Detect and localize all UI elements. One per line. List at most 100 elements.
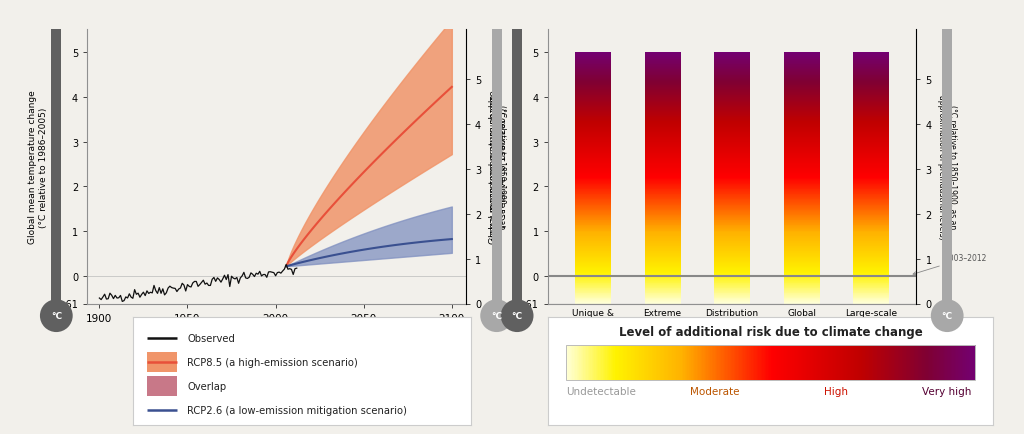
Bar [783, 72, 820, 73]
Bar [574, 187, 611, 188]
Bar [943, 345, 944, 380]
Bar [644, 92, 681, 93]
Bar [783, 184, 820, 185]
Bar [644, 118, 681, 119]
Bar [644, 265, 681, 266]
Bar [714, 255, 751, 256]
Bar [847, 345, 849, 380]
Bar [623, 345, 625, 380]
Bar [783, 235, 820, 236]
Bar [644, 191, 681, 192]
Bar [853, 74, 890, 75]
Bar [853, 299, 890, 300]
Bar [644, 287, 681, 288]
Bar [853, 96, 890, 97]
Bar [843, 345, 845, 380]
Bar [644, 70, 681, 71]
Y-axis label: Global mean temperature change
(°C relative to 1986–2005): Global mean temperature change (°C relat… [29, 90, 47, 244]
Bar [783, 295, 820, 296]
Bar [714, 256, 751, 257]
Bar [714, 145, 751, 146]
Bar [853, 126, 890, 127]
Text: Level of additional risk due to climate change: Level of additional risk due to climate … [618, 326, 923, 339]
Bar [574, 117, 611, 118]
Bar [574, 181, 611, 182]
Bar [574, 165, 611, 166]
Bar [146, 352, 177, 372]
Bar [714, 188, 751, 189]
Bar [853, 215, 890, 216]
Bar [714, 130, 751, 131]
Bar [853, 289, 890, 290]
Bar [714, 165, 751, 166]
Bar [644, 98, 681, 99]
Bar [644, 104, 681, 105]
Bar [783, 255, 820, 256]
Bar [690, 345, 692, 380]
Bar [853, 229, 890, 230]
Bar [644, 217, 681, 218]
Bar [714, 242, 751, 243]
Bar [783, 117, 820, 118]
Bar [714, 72, 751, 73]
Bar [574, 191, 611, 192]
Bar [644, 225, 681, 226]
Bar [783, 302, 820, 303]
Bar [853, 170, 890, 171]
Bar [574, 159, 611, 160]
Bar [902, 345, 903, 380]
Bar [644, 249, 681, 250]
Bar [644, 243, 681, 244]
Bar [714, 141, 751, 142]
Bar [783, 277, 820, 278]
Bar [853, 82, 890, 83]
Bar [833, 345, 834, 380]
Bar [828, 345, 829, 380]
Bar [853, 162, 890, 163]
Bar [644, 130, 681, 131]
Bar [714, 154, 751, 155]
Bar [574, 100, 611, 101]
Bar [820, 345, 821, 380]
Bar [750, 345, 752, 380]
Bar [853, 187, 890, 188]
Bar [783, 232, 820, 233]
Bar [644, 203, 681, 204]
Bar [644, 272, 681, 273]
Bar [871, 345, 873, 380]
Bar [853, 295, 890, 296]
Bar [714, 286, 751, 287]
Bar [644, 54, 681, 55]
Bar [644, 248, 681, 249]
Bar [783, 64, 820, 65]
Bar [644, 192, 681, 193]
Bar [783, 96, 820, 97]
Bar [783, 141, 820, 142]
Bar [853, 231, 890, 232]
Bar [737, 345, 739, 380]
Bar [714, 74, 751, 75]
Bar [644, 195, 681, 196]
Bar [644, 175, 681, 176]
Bar [853, 58, 890, 59]
Bar [714, 84, 751, 85]
Bar [644, 204, 681, 205]
Bar [644, 127, 681, 128]
Bar [953, 345, 955, 380]
Bar [783, 293, 820, 294]
Bar [783, 191, 820, 192]
Bar [919, 345, 920, 380]
Bar [574, 71, 611, 72]
Bar [644, 254, 681, 255]
Bar [574, 262, 611, 263]
Bar [644, 234, 681, 235]
Bar [574, 85, 611, 86]
Bar [853, 280, 890, 281]
Bar [631, 345, 633, 380]
Bar [574, 57, 611, 58]
Bar [822, 345, 824, 380]
Bar [853, 242, 890, 243]
Bar [601, 345, 603, 380]
Bar [574, 167, 611, 168]
Bar [853, 73, 890, 74]
